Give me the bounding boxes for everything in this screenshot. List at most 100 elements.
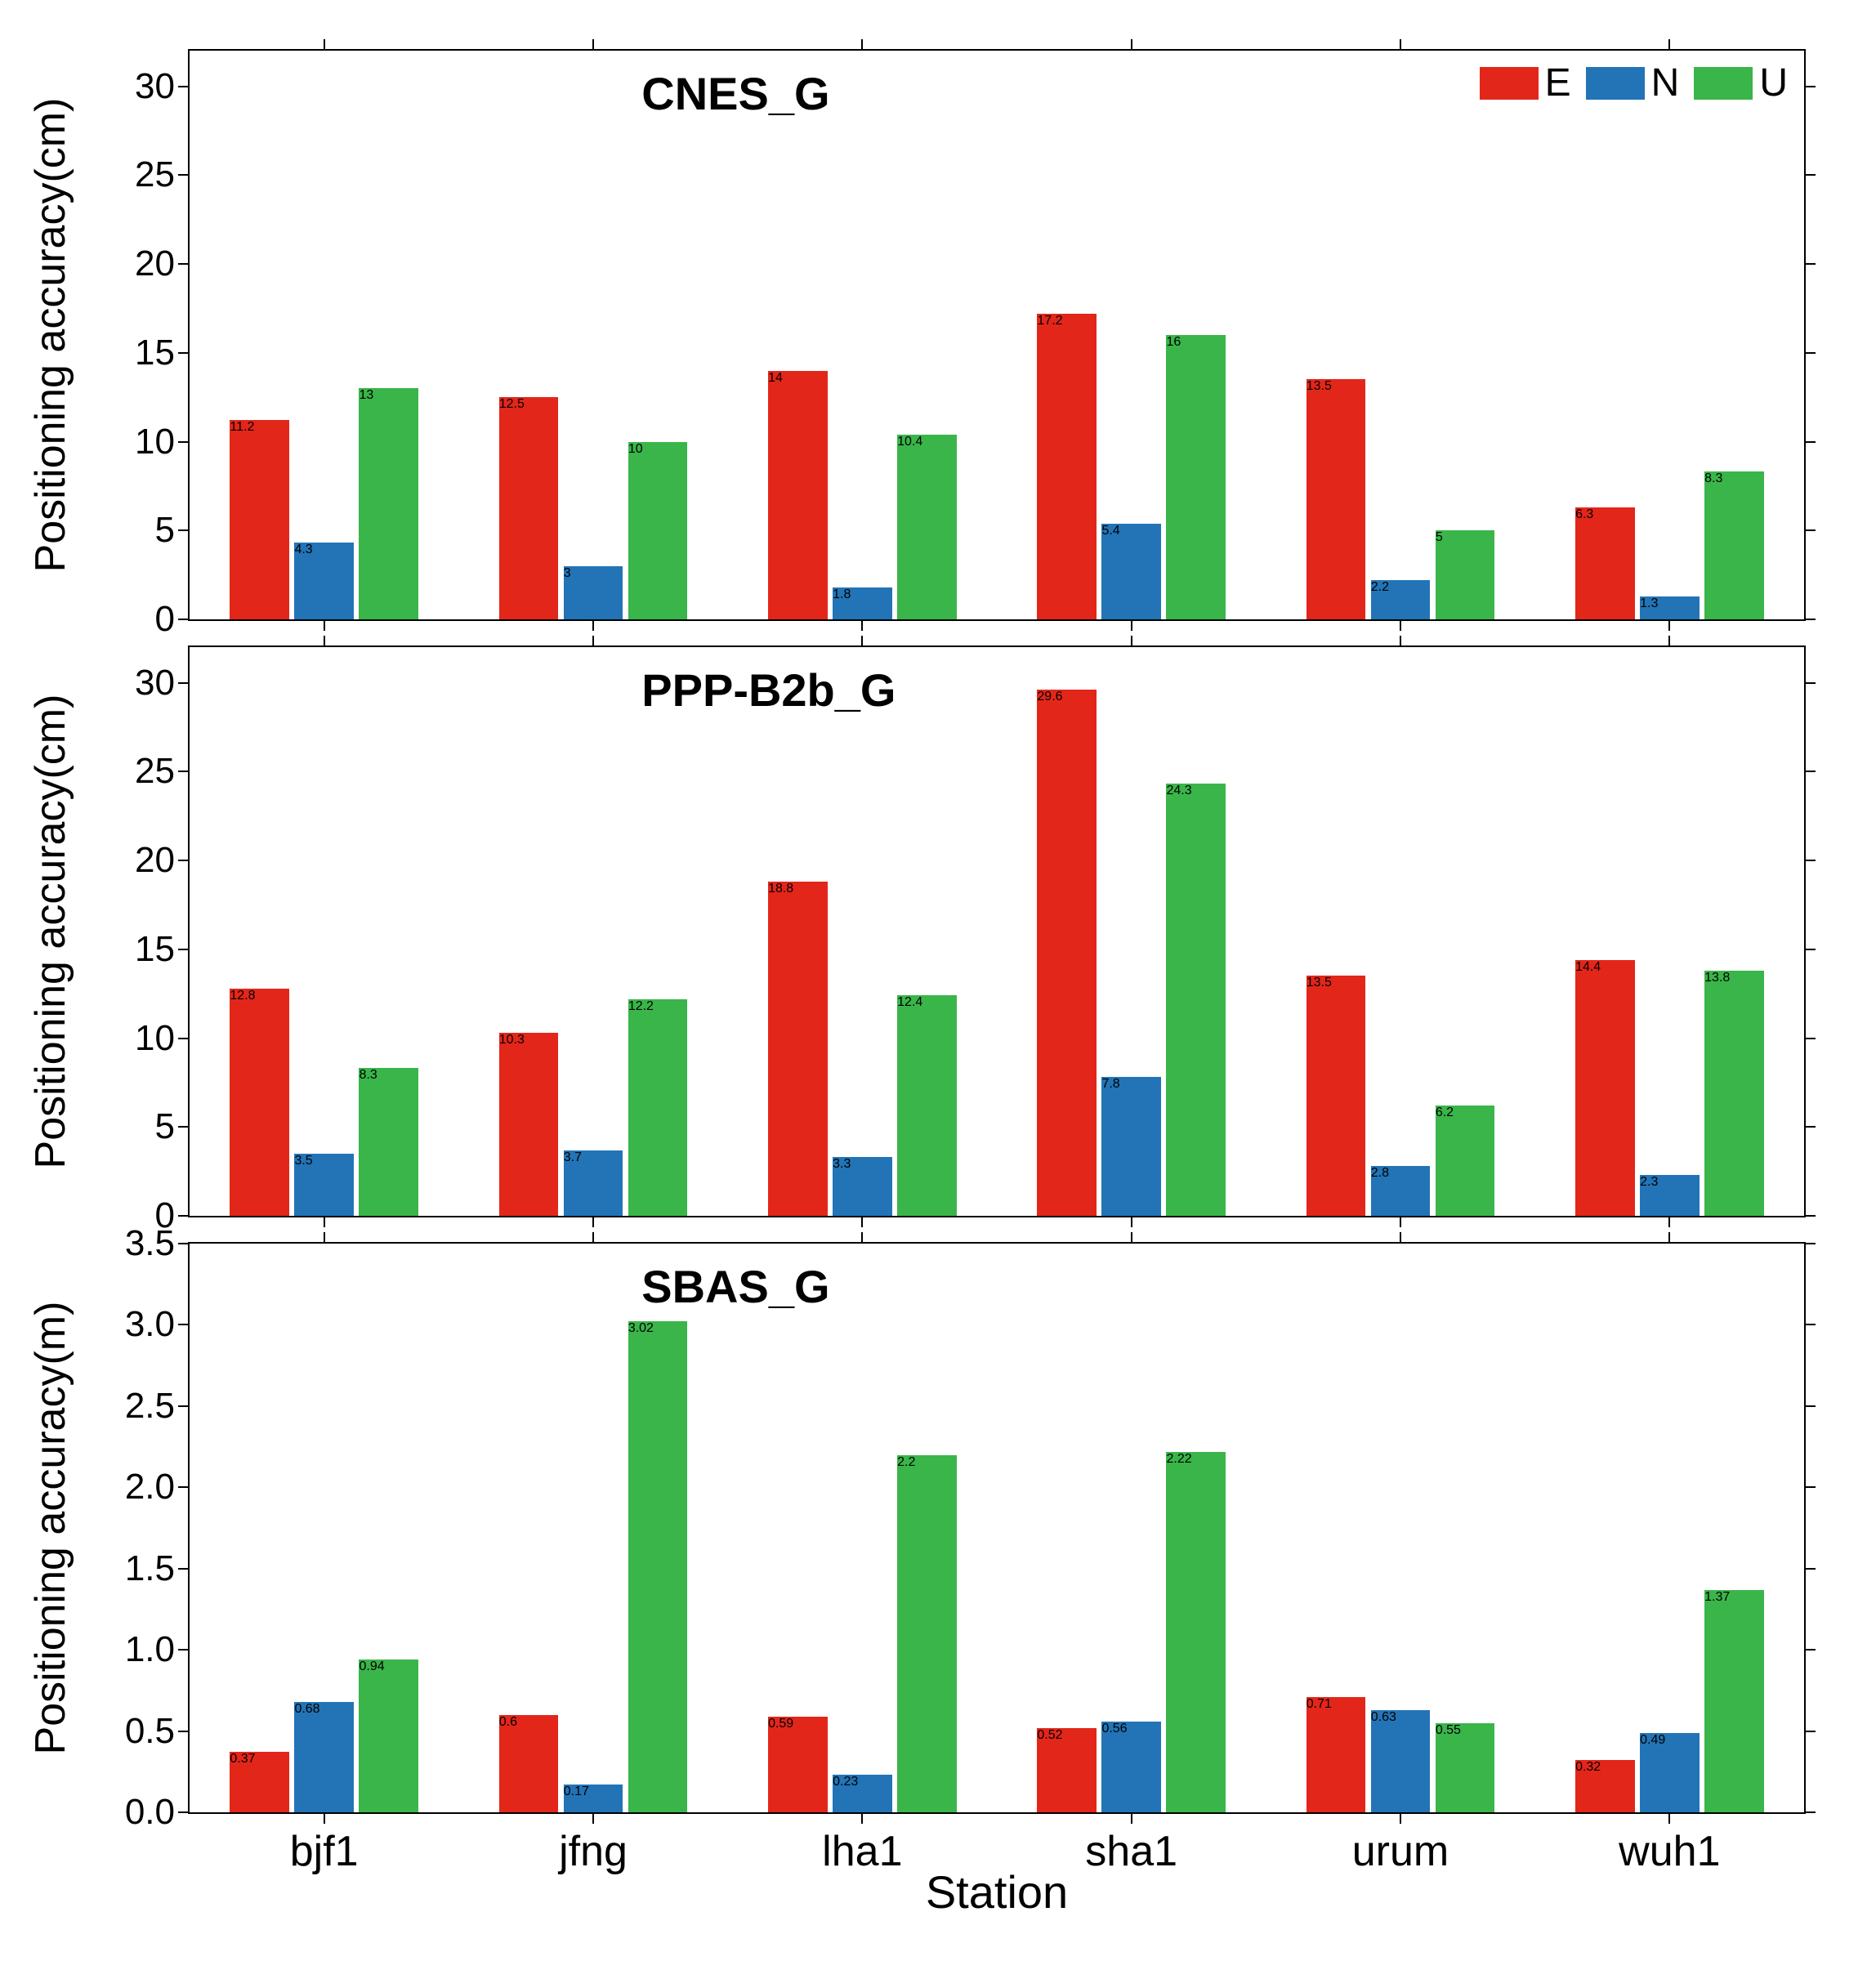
bar-n: 0.17 [564,1785,623,1812]
xtick-label: sha1 [1085,1827,1177,1876]
bar-n: 3.7 [564,1150,623,1216]
bar-u: 13.8 [1704,971,1763,1216]
ytick [178,1243,188,1244]
xtick-top [324,1232,325,1242]
xtick [1131,1814,1132,1824]
xtick [592,1814,594,1824]
legend-label: N [1651,60,1680,105]
xtick-top [861,39,863,49]
bar-n: 7.8 [1101,1077,1160,1216]
ytick [178,771,188,772]
ytick-right [1806,441,1816,443]
bar-u: 3.02 [628,1321,687,1812]
legend-label: U [1759,60,1788,105]
ylabel: Positioning accuracy(m) [26,1302,75,1755]
ytick-label: 25 [135,154,175,195]
ytick-label: 10 [135,422,175,462]
xtick [324,1217,325,1227]
xtick [861,621,863,631]
ytick-label: 0.5 [125,1711,175,1752]
ytick [178,1215,188,1217]
xtick-top [861,636,863,645]
xtick [1400,1814,1401,1824]
panel-cnes-g: 051015202530Positioning accuracy(cm)CNES… [188,49,1806,621]
bar-e: 13.5 [1306,976,1365,1216]
bar-n: 3.3 [833,1157,891,1216]
xtick-top [1668,636,1670,645]
bar-n: 1.8 [833,587,891,619]
ytick-right [1806,1486,1816,1488]
ytick-label: 0 [155,599,175,640]
xtick-top [324,636,325,645]
ytick-right [1806,529,1816,531]
xtick-label: bjf1 [290,1827,359,1876]
xtick-label: urum [1352,1827,1449,1876]
xtick-top [1668,39,1670,49]
legend-item: U [1694,60,1788,105]
ylabel: Positioning accuracy(cm) [26,98,75,573]
bar-u: 12.4 [897,995,956,1216]
legend: ENU [1480,60,1788,105]
bar-u: 5 [1436,530,1494,619]
panel-sbas-g: 0.00.51.01.52.02.53.03.5Positioning accu… [188,1242,1806,1814]
bar-e: 0.59 [768,1717,827,1812]
bar-u: 24.3 [1166,784,1225,1216]
ytick-right [1806,1568,1816,1570]
legend-item: N [1586,60,1680,105]
bar-u: 2.2 [897,1455,956,1812]
ytick-right [1806,1731,1816,1732]
ytick-label: 0.0 [125,1792,175,1833]
ytick-label: 3.0 [125,1304,175,1345]
ytick-label: 5 [155,510,175,551]
bar-n: 2.3 [1640,1175,1699,1216]
ytick [178,529,188,531]
xtick-top [592,636,594,645]
bar-n: 0.23 [833,1775,891,1812]
panel-title: PPP-B2b_G [641,663,896,717]
ytick [178,86,188,87]
ytick-right [1806,682,1816,684]
ytick-label: 30 [135,663,175,704]
bar-e: 0.37 [230,1752,288,1812]
bar-e: 18.8 [768,882,827,1216]
bar-u: 8.3 [359,1068,418,1216]
xtick-top [592,39,594,49]
ytick [178,682,188,684]
ytick [178,1568,188,1570]
legend-swatch [1586,67,1645,100]
xtick [592,1217,594,1227]
xtick-top [324,39,325,49]
bar-n: 3.5 [294,1154,353,1216]
xtick [1668,1814,1670,1824]
bar-u: 10 [628,442,687,620]
bar-n: 0.68 [294,1702,353,1812]
xtick [1668,621,1670,631]
ytick-label: 1.5 [125,1548,175,1589]
ytick-right [1806,1324,1816,1325]
xtick [1131,1217,1132,1227]
ytick-label: 5 [155,1106,175,1147]
legend-item: E [1480,60,1571,105]
ytick [178,1731,188,1732]
bar-e: 14 [768,371,827,620]
ytick [178,352,188,354]
ytick-right [1806,1038,1816,1039]
ytick-right [1806,263,1816,265]
ytick-right [1806,1649,1816,1651]
xtick-top [592,1232,594,1242]
ytick-right [1806,771,1816,772]
bar-u: 8.3 [1704,471,1763,619]
ytick-label: 30 [135,66,175,107]
bar-u: 13 [359,388,418,619]
ytick [178,949,188,950]
ytick-right [1806,1405,1816,1407]
bar-e: 14.4 [1575,960,1634,1216]
ytick [178,441,188,443]
bar-n: 4.3 [294,543,353,619]
xtick-top [1668,1232,1670,1242]
bar-e: 10.3 [499,1033,558,1216]
panel-ppp-b2b-g: 051015202530Positioning accuracy(cm)PPP-… [188,645,1806,1217]
bar-n: 2.8 [1371,1166,1430,1216]
xtick-top [1400,39,1401,49]
xtick [1131,621,1132,631]
